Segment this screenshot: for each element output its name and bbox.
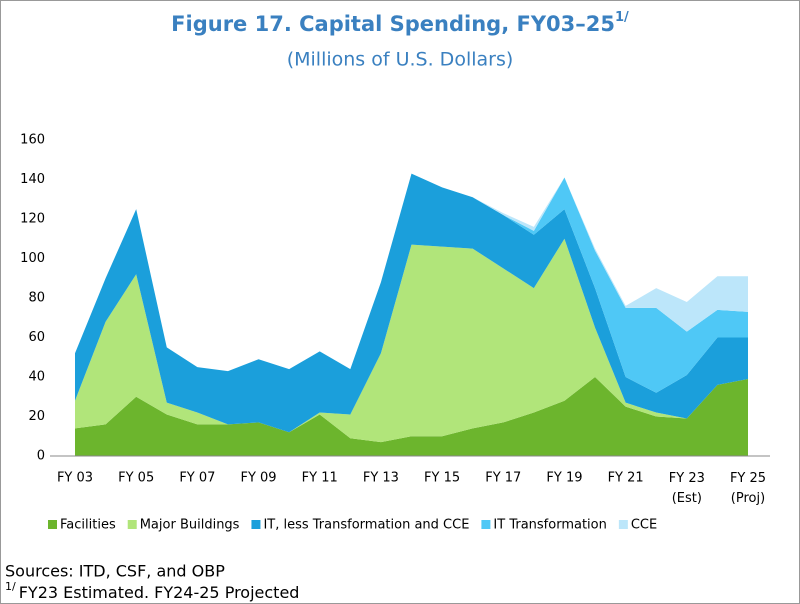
legend-swatch (481, 520, 491, 529)
x-tick-line: FY 23 (669, 471, 705, 486)
y-tick-label: 80 (28, 291, 45, 306)
y-tick-label: 60 (28, 330, 45, 345)
footnote-text: FY23 Estimated. FY24-25 Projected (19, 583, 300, 602)
legend-label: CCE (631, 518, 657, 533)
y-tick-label: 20 (28, 409, 45, 424)
source: Sources: ITD, CSF, and OBP (5, 562, 225, 581)
title-text: Figure 17. Capital Spending, FY03–25 (171, 12, 615, 36)
area (75, 173, 748, 393)
footnote: 1/FY23 Estimated. FY24-25 Projected (5, 580, 299, 602)
area (75, 238, 748, 443)
x-tick-label: FY 21 (608, 471, 644, 486)
x-tick-line: FY 25 (730, 471, 766, 486)
chart-subtitle: (Millions of U.S. Dollars) (287, 49, 514, 71)
y-tick-label: 160 (20, 133, 45, 148)
y-tick-label: 140 (20, 172, 45, 187)
legend-label: Major Buildings (140, 518, 240, 533)
chart-title: Figure 17. Capital Spending, FY03–251/ (171, 10, 629, 37)
x-tick-label: FY 25 (Proj) (730, 471, 766, 506)
legend-swatch (127, 520, 137, 529)
legend-swatch (251, 520, 261, 529)
legend-label: IT Transformation (493, 518, 606, 533)
x-tick-label: FY 09 (240, 471, 276, 486)
x-tick-label: FY 07 (179, 471, 215, 486)
x-tick-label: FY 11 (302, 471, 338, 486)
x-tick-label: FY 19 (546, 471, 582, 486)
plot (50, 173, 770, 457)
x-tick-line: (Est) (672, 491, 702, 506)
area (75, 173, 748, 433)
x-tick-line: (Proj) (731, 491, 765, 506)
y-tick-label: 100 (20, 251, 45, 266)
legend-swatch (618, 520, 628, 529)
legend-label: IT, less Transformation and CCE (263, 518, 469, 533)
y-tick-label: 120 (20, 212, 45, 227)
footnote-marker: 1/ (5, 580, 16, 593)
x-tick-label: FY 13 (363, 471, 399, 486)
x-tick-label: FY 03 (57, 471, 93, 486)
x-tick-label: FY 23 (Est) (669, 471, 705, 506)
title-note-marker: 1/ (615, 10, 629, 25)
y-tick-label: 0 (37, 449, 45, 464)
x-tick-label: FY 05 (118, 471, 154, 486)
x-tick-label: FY 17 (485, 471, 521, 486)
legend-label: Facilities (60, 518, 116, 533)
y-tick-label: 40 (28, 370, 45, 385)
legend-swatch (48, 520, 57, 529)
area (75, 377, 748, 456)
x-tick-label: FY 15 (424, 471, 460, 486)
